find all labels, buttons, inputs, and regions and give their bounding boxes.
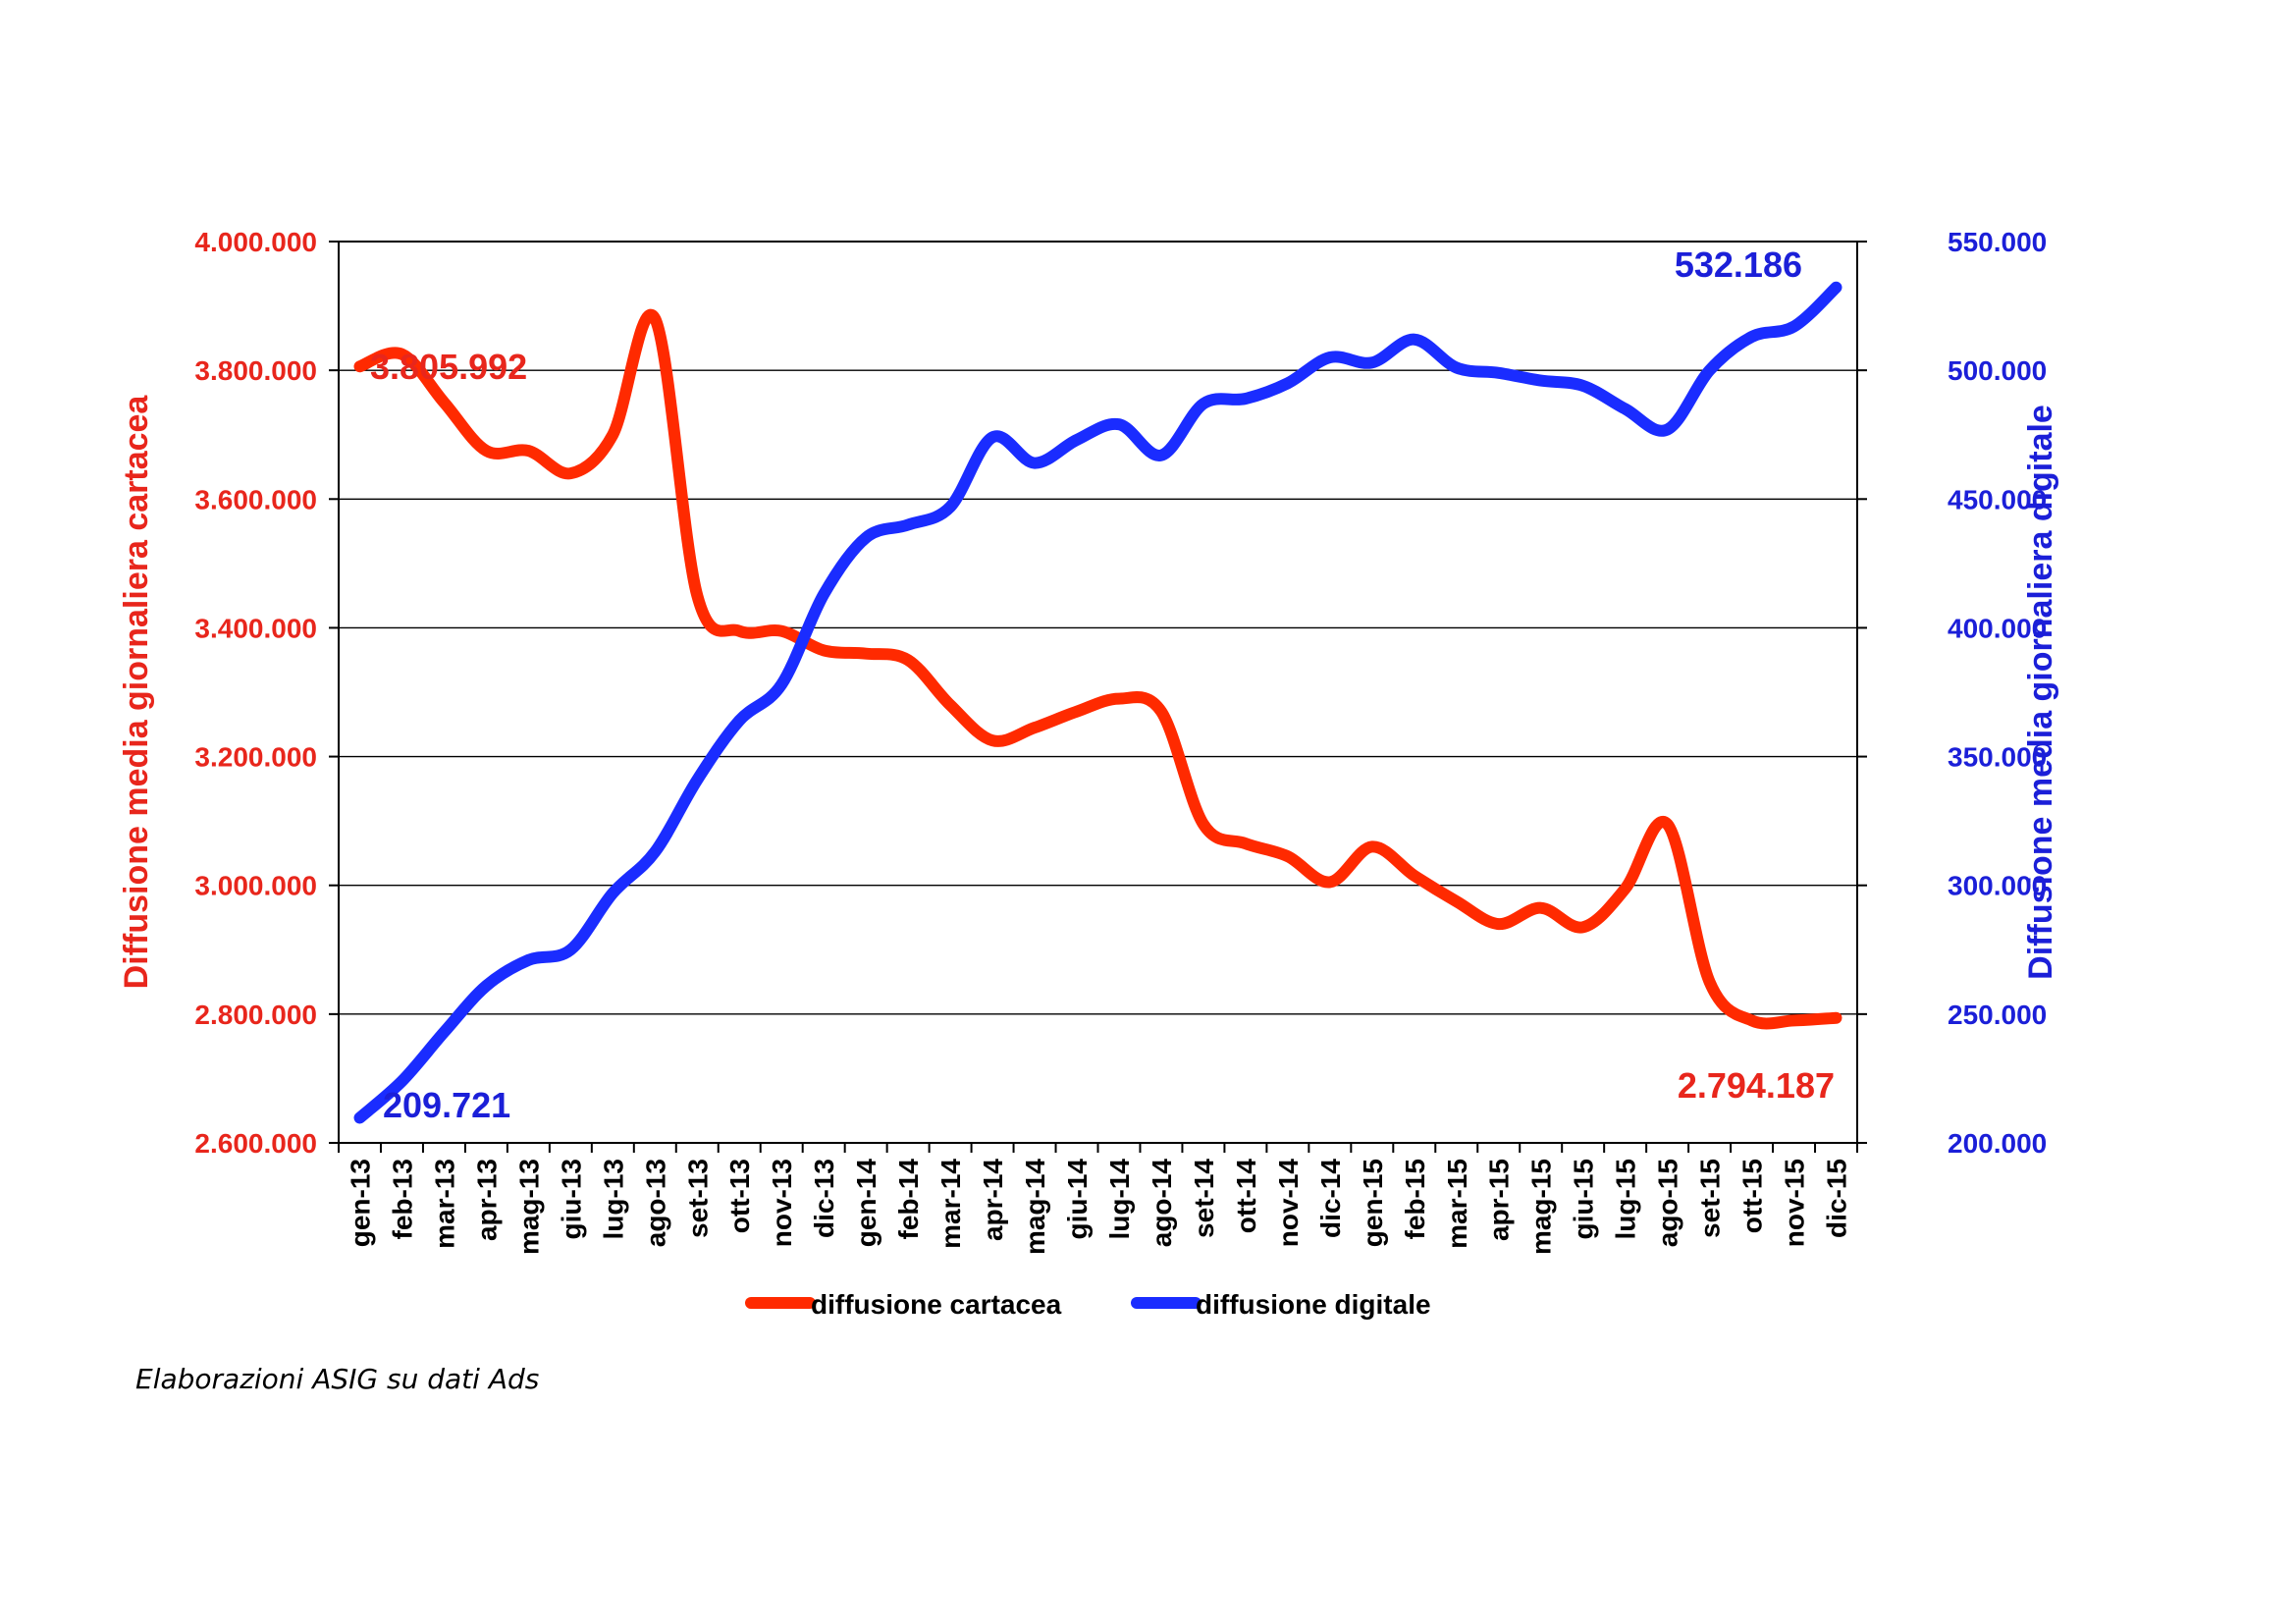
- annotation-cartacea-start: 3.805.992: [370, 347, 527, 387]
- left-tick-label: 3.200.000: [194, 742, 317, 773]
- annotation-cartacea-end: 2.794.187: [1678, 1065, 1835, 1106]
- right-y-axis-ticks: 200.000 250.000 300.000 350.000 400.000 450.0…: [1857, 227, 2047, 1159]
- x-tick-label: dic-14: [1315, 1159, 1346, 1238]
- source-note: Elaborazioni ASIG su dati Ads: [135, 1363, 540, 1395]
- legend: diffusione cartacea diffusione digitale: [745, 1289, 1431, 1320]
- x-tick-label: nov-14: [1273, 1159, 1304, 1248]
- x-tick-label: lug-14: [1104, 1159, 1135, 1240]
- plot-area-frame: [338, 241, 1858, 1144]
- x-axis-tick-marks: [338, 1143, 1858, 1153]
- x-tick-label: nov-13: [767, 1159, 797, 1247]
- x-tick-label: feb-15: [1400, 1159, 1430, 1239]
- left-tick-label: 3.000.000: [194, 871, 317, 901]
- right-tick-label: 450.000: [1948, 484, 2047, 514]
- x-tick-label: dic-15: [1822, 1159, 1852, 1238]
- x-tick-label: giu-15: [1569, 1159, 1599, 1239]
- x-tick-label: gen-13: [345, 1159, 375, 1247]
- x-tick-label: set-13: [682, 1159, 713, 1238]
- right-axis-title: Diffusione media giornaliera digitale: [2022, 405, 2059, 980]
- left-tick-label: 4.000.000: [194, 227, 317, 257]
- right-tick-label: 200.000: [1948, 1128, 2047, 1159]
- x-tick-label: ago-15: [1653, 1159, 1683, 1247]
- left-y-axis-ticks: 2.600.000 2.800.000 3.000.000 3.200.000 3.40…: [194, 227, 339, 1159]
- x-tick-label: ago-13: [640, 1159, 670, 1247]
- left-tick-label: 3.400.000: [194, 613, 317, 643]
- legend-label-digitale: diffusione digitale: [1196, 1289, 1431, 1320]
- left-tick-label: 2.600.000: [194, 1128, 317, 1159]
- x-tick-label: mag-15: [1526, 1159, 1557, 1255]
- right-tick-label: 250.000: [1948, 1000, 2047, 1030]
- x-tick-label: mar-15: [1442, 1159, 1472, 1249]
- x-tick-label: mar-14: [935, 1159, 966, 1249]
- x-tick-label: mar-13: [429, 1159, 459, 1249]
- x-tick-label: gen-15: [1358, 1159, 1388, 1247]
- x-tick-label: set-15: [1695, 1159, 1726, 1238]
- x-tick-label: apr-14: [978, 1159, 1008, 1241]
- x-tick-label: nov-15: [1780, 1159, 1810, 1247]
- annotation-digitale-start: 209.721: [383, 1085, 510, 1125]
- x-tick-label: gen-14: [851, 1159, 881, 1248]
- x-tick-label: feb-14: [893, 1159, 924, 1240]
- x-tick-label: apr-13: [471, 1159, 502, 1241]
- x-tick-label: lug-13: [598, 1159, 628, 1239]
- x-tick-label: ott-13: [724, 1159, 755, 1233]
- annotation-digitale-end: 532.186: [1675, 244, 1802, 285]
- left-axis-title: Diffusione media giornaliera cartacea: [118, 395, 155, 990]
- right-tick-label: 350.000: [1948, 742, 2047, 773]
- x-tick-label: mag-13: [513, 1159, 544, 1255]
- x-tick-label: apr-15: [1484, 1159, 1515, 1241]
- right-tick-label: 300.000: [1948, 871, 2047, 901]
- right-tick-label: 500.000: [1948, 355, 2047, 386]
- x-tick-label: ott-15: [1737, 1159, 1768, 1233]
- x-tick-label: lug-15: [1611, 1159, 1641, 1239]
- gridlines: [339, 241, 1857, 1015]
- left-tick-label: 3.800.000: [194, 355, 317, 386]
- right-tick-label: 550.000: [1948, 227, 2047, 257]
- series-lines: [353, 281, 1842, 1124]
- left-tick-label: 2.800.000: [194, 1000, 317, 1030]
- x-tick-label: feb-13: [387, 1159, 417, 1239]
- legend-label-cartacea: diffusione cartacea: [811, 1289, 1062, 1320]
- x-tick-label: mag-14: [1020, 1159, 1050, 1255]
- series-line-digitale: [353, 281, 1842, 1124]
- x-tick-label: giu-14: [1062, 1159, 1093, 1240]
- x-tick-label: ott-14: [1231, 1159, 1261, 1234]
- right-tick-label: 400.000: [1948, 613, 2047, 643]
- x-axis-ticks: gen-13 feb-13 mar-13 apr-13 mag-13 giu-13 lug-…: [345, 1159, 1851, 1255]
- x-tick-label: dic-13: [809, 1159, 839, 1238]
- x-tick-label: set-14: [1189, 1159, 1219, 1238]
- x-tick-label: ago-14: [1147, 1159, 1177, 1248]
- x-tick-label: giu-13: [556, 1159, 586, 1239]
- series-line-cartacea: [353, 309, 1842, 1030]
- left-tick-label: 3.600.000: [194, 484, 317, 514]
